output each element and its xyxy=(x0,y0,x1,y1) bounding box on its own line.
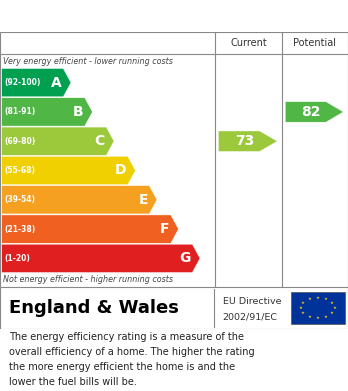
Polygon shape xyxy=(2,244,200,273)
Polygon shape xyxy=(2,68,71,97)
Text: (21-38): (21-38) xyxy=(4,224,35,233)
Polygon shape xyxy=(218,131,277,151)
Text: ★: ★ xyxy=(301,311,305,315)
Text: ★: ★ xyxy=(316,296,319,300)
Text: C: C xyxy=(95,134,105,148)
Text: ★: ★ xyxy=(307,315,311,319)
Text: 2002/91/EC: 2002/91/EC xyxy=(223,313,278,322)
Text: A: A xyxy=(51,75,62,90)
Text: (92-100): (92-100) xyxy=(4,78,41,87)
Text: Energy Efficiency Rating: Energy Efficiency Rating xyxy=(10,7,239,25)
Text: Potential: Potential xyxy=(293,38,337,48)
Text: Very energy efficient - lower running costs: Very energy efficient - lower running co… xyxy=(3,57,173,66)
Text: (39-54): (39-54) xyxy=(4,195,35,204)
Text: (81-91): (81-91) xyxy=(4,108,35,117)
Text: England & Wales: England & Wales xyxy=(9,299,179,317)
Text: ★: ★ xyxy=(299,306,303,310)
Text: B: B xyxy=(73,105,84,119)
Text: lower the fuel bills will be.: lower the fuel bills will be. xyxy=(9,377,136,387)
Text: (69-80): (69-80) xyxy=(4,137,35,146)
Text: 82: 82 xyxy=(301,105,321,119)
Text: (1-20): (1-20) xyxy=(4,254,30,263)
Polygon shape xyxy=(285,102,343,122)
Text: E: E xyxy=(139,193,148,207)
Text: ★: ★ xyxy=(307,298,311,301)
Text: ★: ★ xyxy=(330,311,334,315)
FancyBboxPatch shape xyxy=(291,292,345,324)
Polygon shape xyxy=(2,215,179,243)
Text: ★: ★ xyxy=(324,315,328,319)
Text: (55-68): (55-68) xyxy=(4,166,35,175)
Text: ★: ★ xyxy=(316,316,319,320)
Polygon shape xyxy=(2,156,135,185)
Text: the more energy efficient the home is and the: the more energy efficient the home is an… xyxy=(9,362,235,372)
Text: D: D xyxy=(115,163,126,178)
Text: Current: Current xyxy=(230,38,267,48)
Text: 73: 73 xyxy=(235,134,254,148)
Text: ★: ★ xyxy=(324,298,328,301)
Polygon shape xyxy=(2,127,114,155)
Text: ★: ★ xyxy=(330,301,334,305)
Text: The energy efficiency rating is a measure of the: The energy efficiency rating is a measur… xyxy=(9,332,244,342)
Text: overall efficiency of a home. The higher the rating: overall efficiency of a home. The higher… xyxy=(9,347,254,357)
Text: F: F xyxy=(160,222,169,236)
Text: ★: ★ xyxy=(301,301,305,305)
Text: G: G xyxy=(180,251,191,265)
Text: ★: ★ xyxy=(332,306,336,310)
Polygon shape xyxy=(2,186,157,214)
Polygon shape xyxy=(2,98,93,126)
Text: Not energy efficient - higher running costs: Not energy efficient - higher running co… xyxy=(3,276,174,285)
Text: EU Directive: EU Directive xyxy=(223,297,281,306)
